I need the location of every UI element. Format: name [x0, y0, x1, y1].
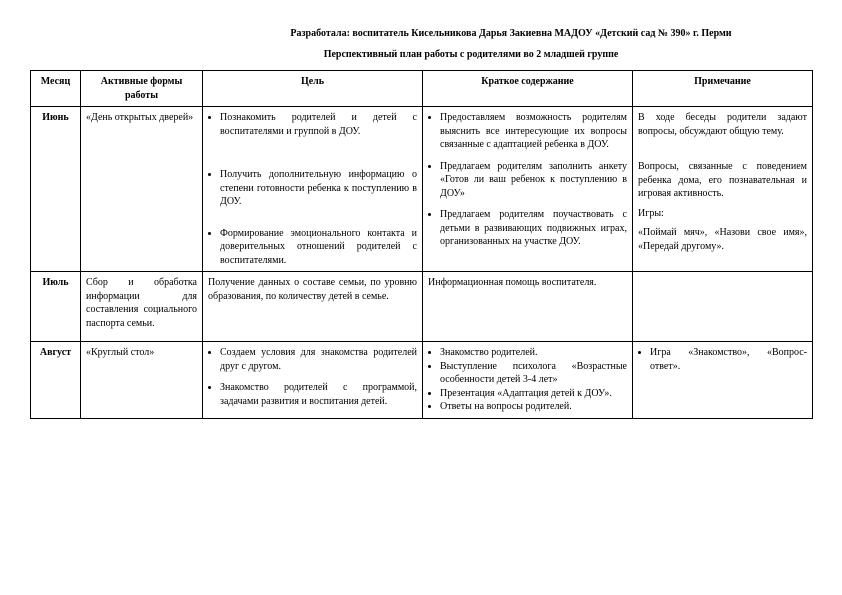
cell-activity: «День открытых дверей»: [81, 107, 203, 272]
cell-activity: Сбор и обработка информации для составле…: [81, 272, 203, 342]
cell-note: Игра «Знакомство», «Вопрос-ответ».: [633, 342, 813, 419]
col-header-month: Месяц: [31, 71, 81, 107]
col-header-activity: Активные формы работы: [81, 71, 203, 107]
goal-list: Создаем условия для знакомства родителей…: [208, 346, 417, 408]
list-item: Игра «Знакомство», «Вопрос-ответ».: [650, 346, 807, 373]
note-para: «Поймай мяч», «Назови свое имя», «Переда…: [638, 226, 807, 253]
table-row: Июль Сбор и обработка информации для сос…: [31, 272, 813, 342]
cell-month: Август: [31, 342, 81, 419]
note-para: В ходе беседы родители задают вопросы, о…: [638, 111, 807, 138]
cell-content: Информационная помощь воспитателя.: [423, 272, 633, 342]
col-header-content: Краткое содержание: [423, 71, 633, 107]
table-row: Август «Круглый стол» Создаем условия дл…: [31, 342, 813, 419]
goal-para: Получение данных о составе семьи, по уро…: [208, 276, 417, 303]
cell-goal: Получение данных о составе семьи, по уро…: [203, 272, 423, 342]
list-item: Получить дополнительную информацию о сте…: [220, 168, 417, 209]
list-item: Знакомство родителей с программой, задач…: [220, 381, 417, 408]
list-item: Выступление психолога «Возрастные особен…: [440, 360, 627, 387]
col-header-goal: Цель: [203, 71, 423, 107]
list-item: Знакомство родителей.: [440, 346, 627, 360]
author-line: Разработала: воспитатель Кисельникова Да…: [30, 28, 812, 39]
cell-content: Предоставляем возможность родителям выяс…: [423, 107, 633, 272]
plan-table: Месяц Активные формы работы Цель Краткое…: [30, 70, 813, 419]
content-list: Предоставляем возможность родителям выяс…: [428, 111, 627, 249]
list-item: Познакомить родителей и детей с воспитат…: [220, 111, 417, 138]
cell-month: Июнь: [31, 107, 81, 272]
cell-month: Июль: [31, 272, 81, 342]
note-para: Вопросы, связанные с поведением ребенка …: [638, 160, 807, 201]
table-header-row: Месяц Активные формы работы Цель Краткое…: [31, 71, 813, 107]
content-para: Информационная помощь воспитателя.: [428, 276, 627, 290]
list-item: Предоставляем возможность родителям выяс…: [440, 111, 627, 152]
goal-list: Познакомить родителей и детей с воспитат…: [208, 111, 417, 267]
cell-goal: Создаем условия для знакомства родителей…: [203, 342, 423, 419]
list-item: Презентация «Адаптация детей к ДОУ».: [440, 387, 627, 401]
list-item: Предлагаем родителям поучаствовать с дет…: [440, 208, 627, 249]
note-para: Игры:: [638, 207, 807, 221]
table-row: Июнь «День открытых дверей» Познакомить …: [31, 107, 813, 272]
cell-note: В ходе беседы родители задают вопросы, о…: [633, 107, 813, 272]
cell-activity: «Круглый стол»: [81, 342, 203, 419]
cell-goal: Познакомить родителей и детей с воспитат…: [203, 107, 423, 272]
list-item: Предлагаем родителям заполнить анкету «Г…: [440, 160, 627, 201]
doc-title: Перспективный план работы с родителями в…: [30, 49, 812, 60]
content-list: Знакомство родителей. Выступление психол…: [428, 346, 627, 414]
list-item: Ответы на вопросы родителей.: [440, 400, 627, 414]
list-item: Создаем условия для знакомства родителей…: [220, 346, 417, 373]
list-item: Формирование эмоционального контакта и д…: [220, 227, 417, 268]
note-list: Игра «Знакомство», «Вопрос-ответ».: [638, 346, 807, 373]
cell-note: [633, 272, 813, 342]
cell-content: Знакомство родителей. Выступление психол…: [423, 342, 633, 419]
col-header-note: Примечание: [633, 71, 813, 107]
